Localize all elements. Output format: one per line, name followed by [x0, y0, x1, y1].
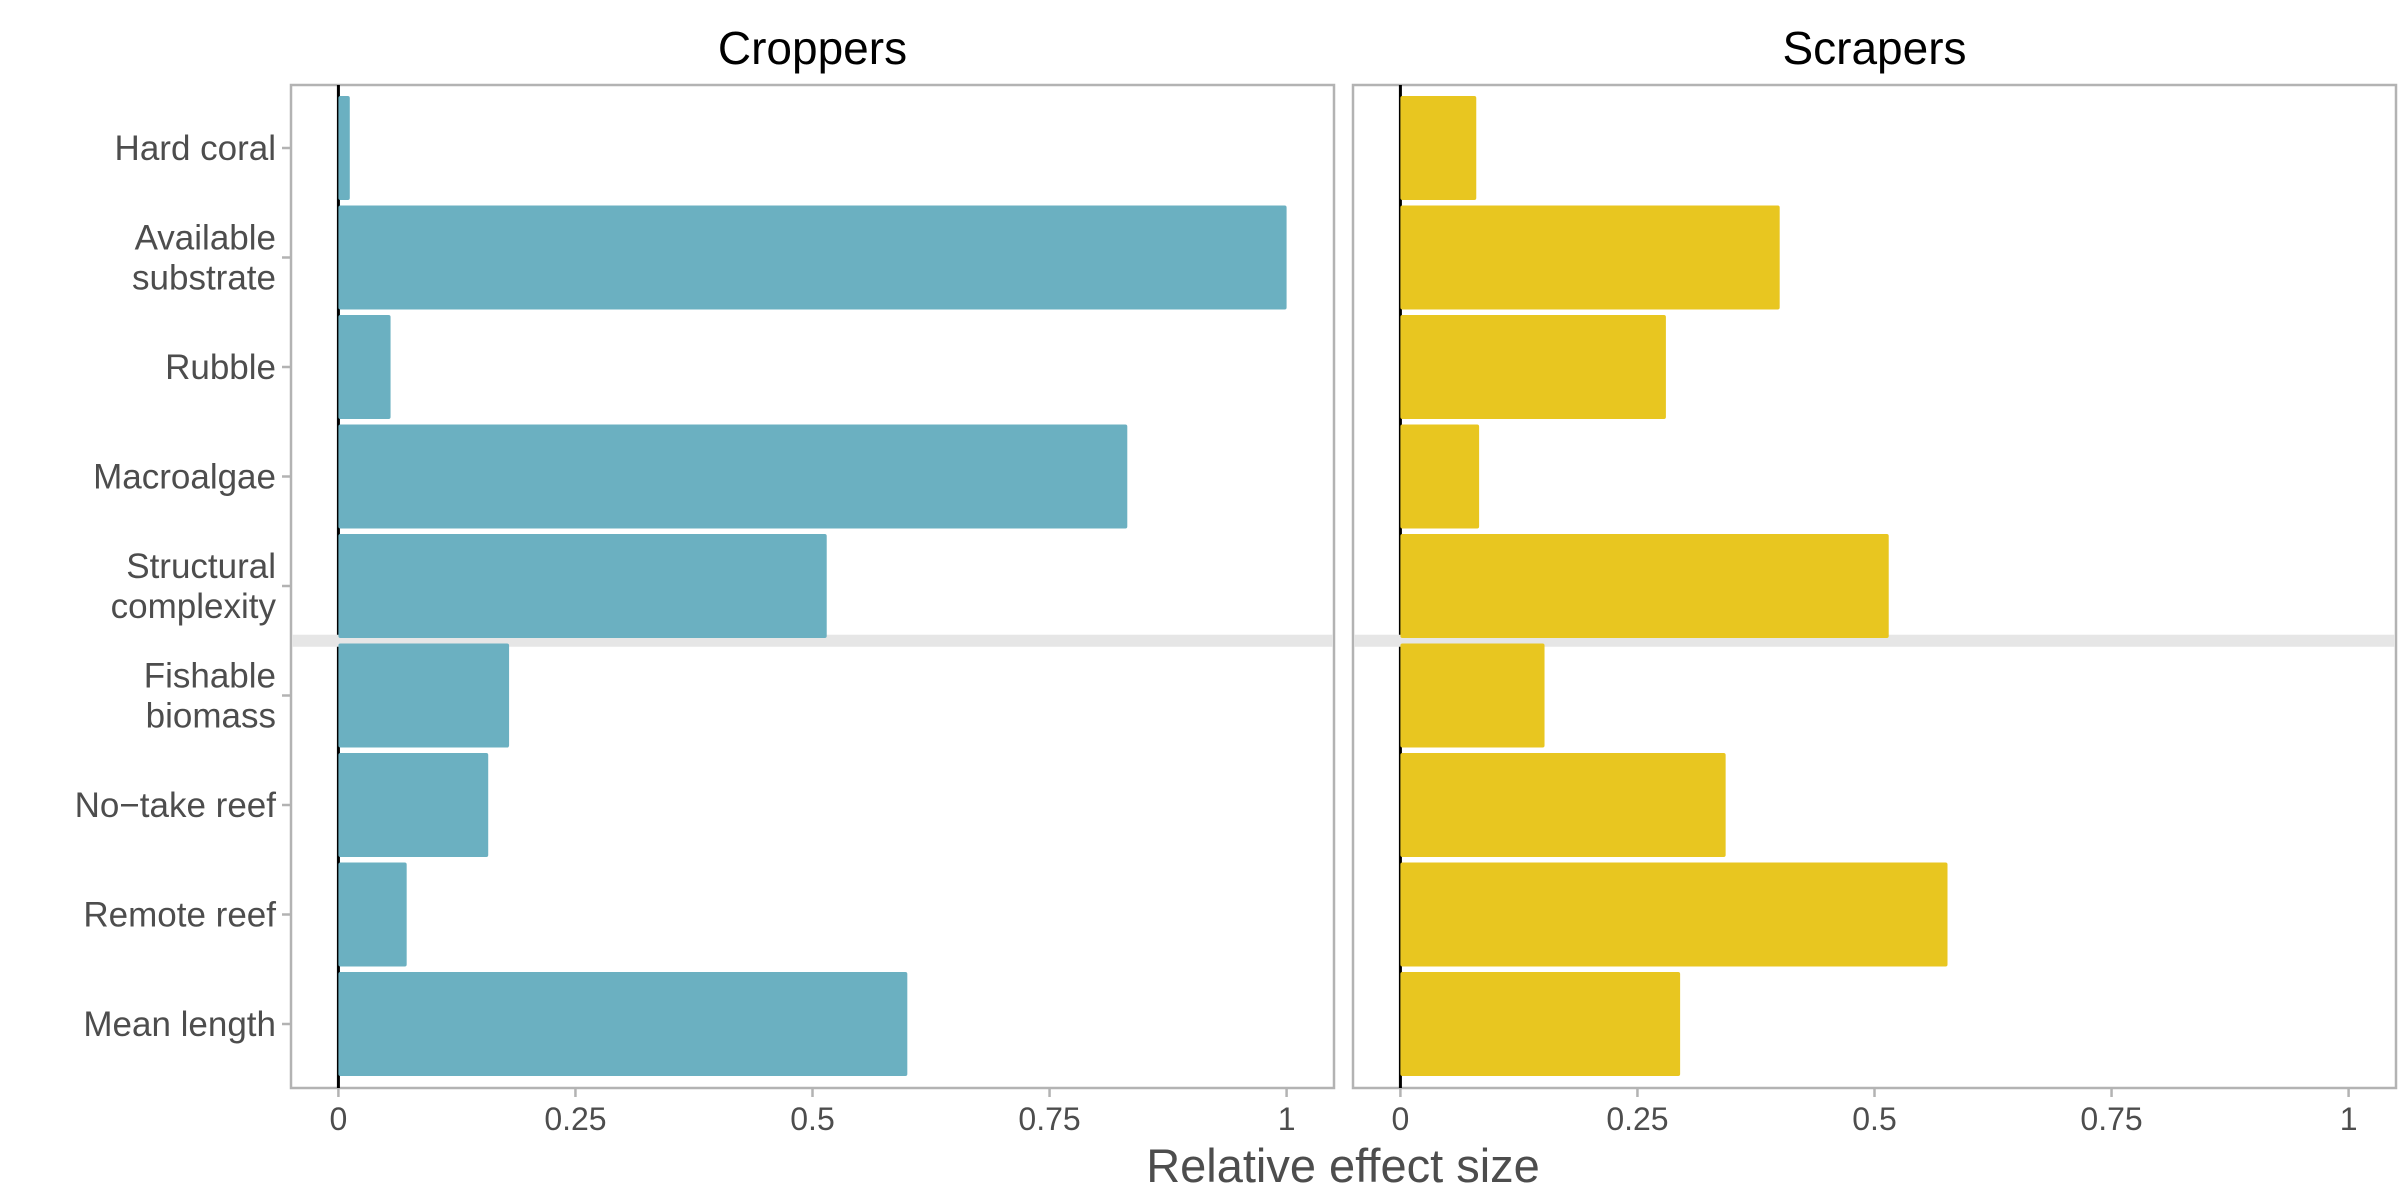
scrapers-x-tick-label: 0.75 [2080, 1101, 2142, 1137]
scrapers-x-tick-label: 0.5 [1852, 1101, 1896, 1137]
croppers-bar-rubble [338, 315, 391, 419]
category-label-line: biomass [146, 697, 276, 736]
croppers-bar-mean-length [338, 972, 908, 1076]
croppers-bar-no-take-reef [338, 753, 489, 857]
category-label-line: Hard coral [115, 129, 276, 168]
category-label-line: Rubble [165, 348, 276, 387]
croppers-bar-structural-complexity [338, 534, 827, 638]
scrapers-bar-mean-length [1400, 972, 1681, 1076]
category-label-rubble: Rubble [165, 348, 276, 387]
scrapers-bar-remote-reef [1400, 862, 1948, 967]
croppers-x-tick-label: 0 [330, 1101, 348, 1137]
croppers-bar-available-substrate [338, 205, 1287, 310]
croppers-bar-fishable-biomass [338, 643, 510, 748]
category-label-no-take-reef: No−take reef [75, 786, 277, 825]
scrapers-bar-available-substrate [1400, 205, 1780, 310]
croppers-x-tick-label: 0.75 [1018, 1101, 1080, 1137]
category-label-macroalgae: Macroalgae [93, 458, 276, 497]
category-label-mean-length: Mean length [83, 1005, 276, 1044]
x-axis-title: Relative effect size [1146, 1139, 1540, 1192]
category-label-line: Mean length [83, 1005, 276, 1044]
category-label-line: Macroalgae [93, 458, 276, 497]
croppers-x-tick-label: 0.5 [790, 1101, 834, 1137]
scrapers-bar-fishable-biomass [1400, 643, 1545, 748]
croppers-bar-macroalgae [338, 424, 1128, 529]
croppers-x-tick-label: 0.25 [544, 1101, 606, 1137]
scrapers-x-tick-label: 0.25 [1606, 1101, 1668, 1137]
scrapers-panel-title: Scrapers [1782, 22, 1966, 74]
scrapers-bar-rubble [1400, 315, 1666, 419]
scrapers-bar-no-take-reef [1400, 753, 1726, 857]
category-label-line: Structural [126, 547, 276, 586]
category-label-hard-coral: Hard coral [115, 129, 276, 168]
scrapers-bar-macroalgae [1400, 424, 1480, 529]
category-label-line: Remote reef [83, 896, 276, 935]
category-label-available-substrate: Available substrate [132, 219, 276, 298]
category-label-line: complexity [111, 587, 277, 626]
category-label-fishable-biomass: Fishable biomass [144, 657, 276, 736]
category-label-structural-complexity: Structural complexity [111, 547, 277, 626]
scrapers-bar-hard-coral [1400, 96, 1477, 200]
scrapers-x-tick-label: 0 [1392, 1101, 1410, 1137]
scrapers-x-tick-label: 1 [2340, 1101, 2358, 1137]
category-label-remote-reef: Remote reef [83, 896, 276, 935]
croppers-bar-remote-reef [338, 862, 407, 967]
category-label-line: Fishable [144, 657, 276, 696]
category-label-line: No−take reef [75, 786, 277, 825]
croppers-bar-hard-coral [338, 96, 350, 200]
scrapers-bar-structural-complexity [1400, 534, 1889, 638]
category-label-line: Available [135, 219, 276, 258]
category-label-line: substrate [132, 259, 276, 298]
croppers-x-tick-label: 1 [1278, 1101, 1296, 1137]
croppers-panel-title: Croppers [718, 22, 907, 74]
